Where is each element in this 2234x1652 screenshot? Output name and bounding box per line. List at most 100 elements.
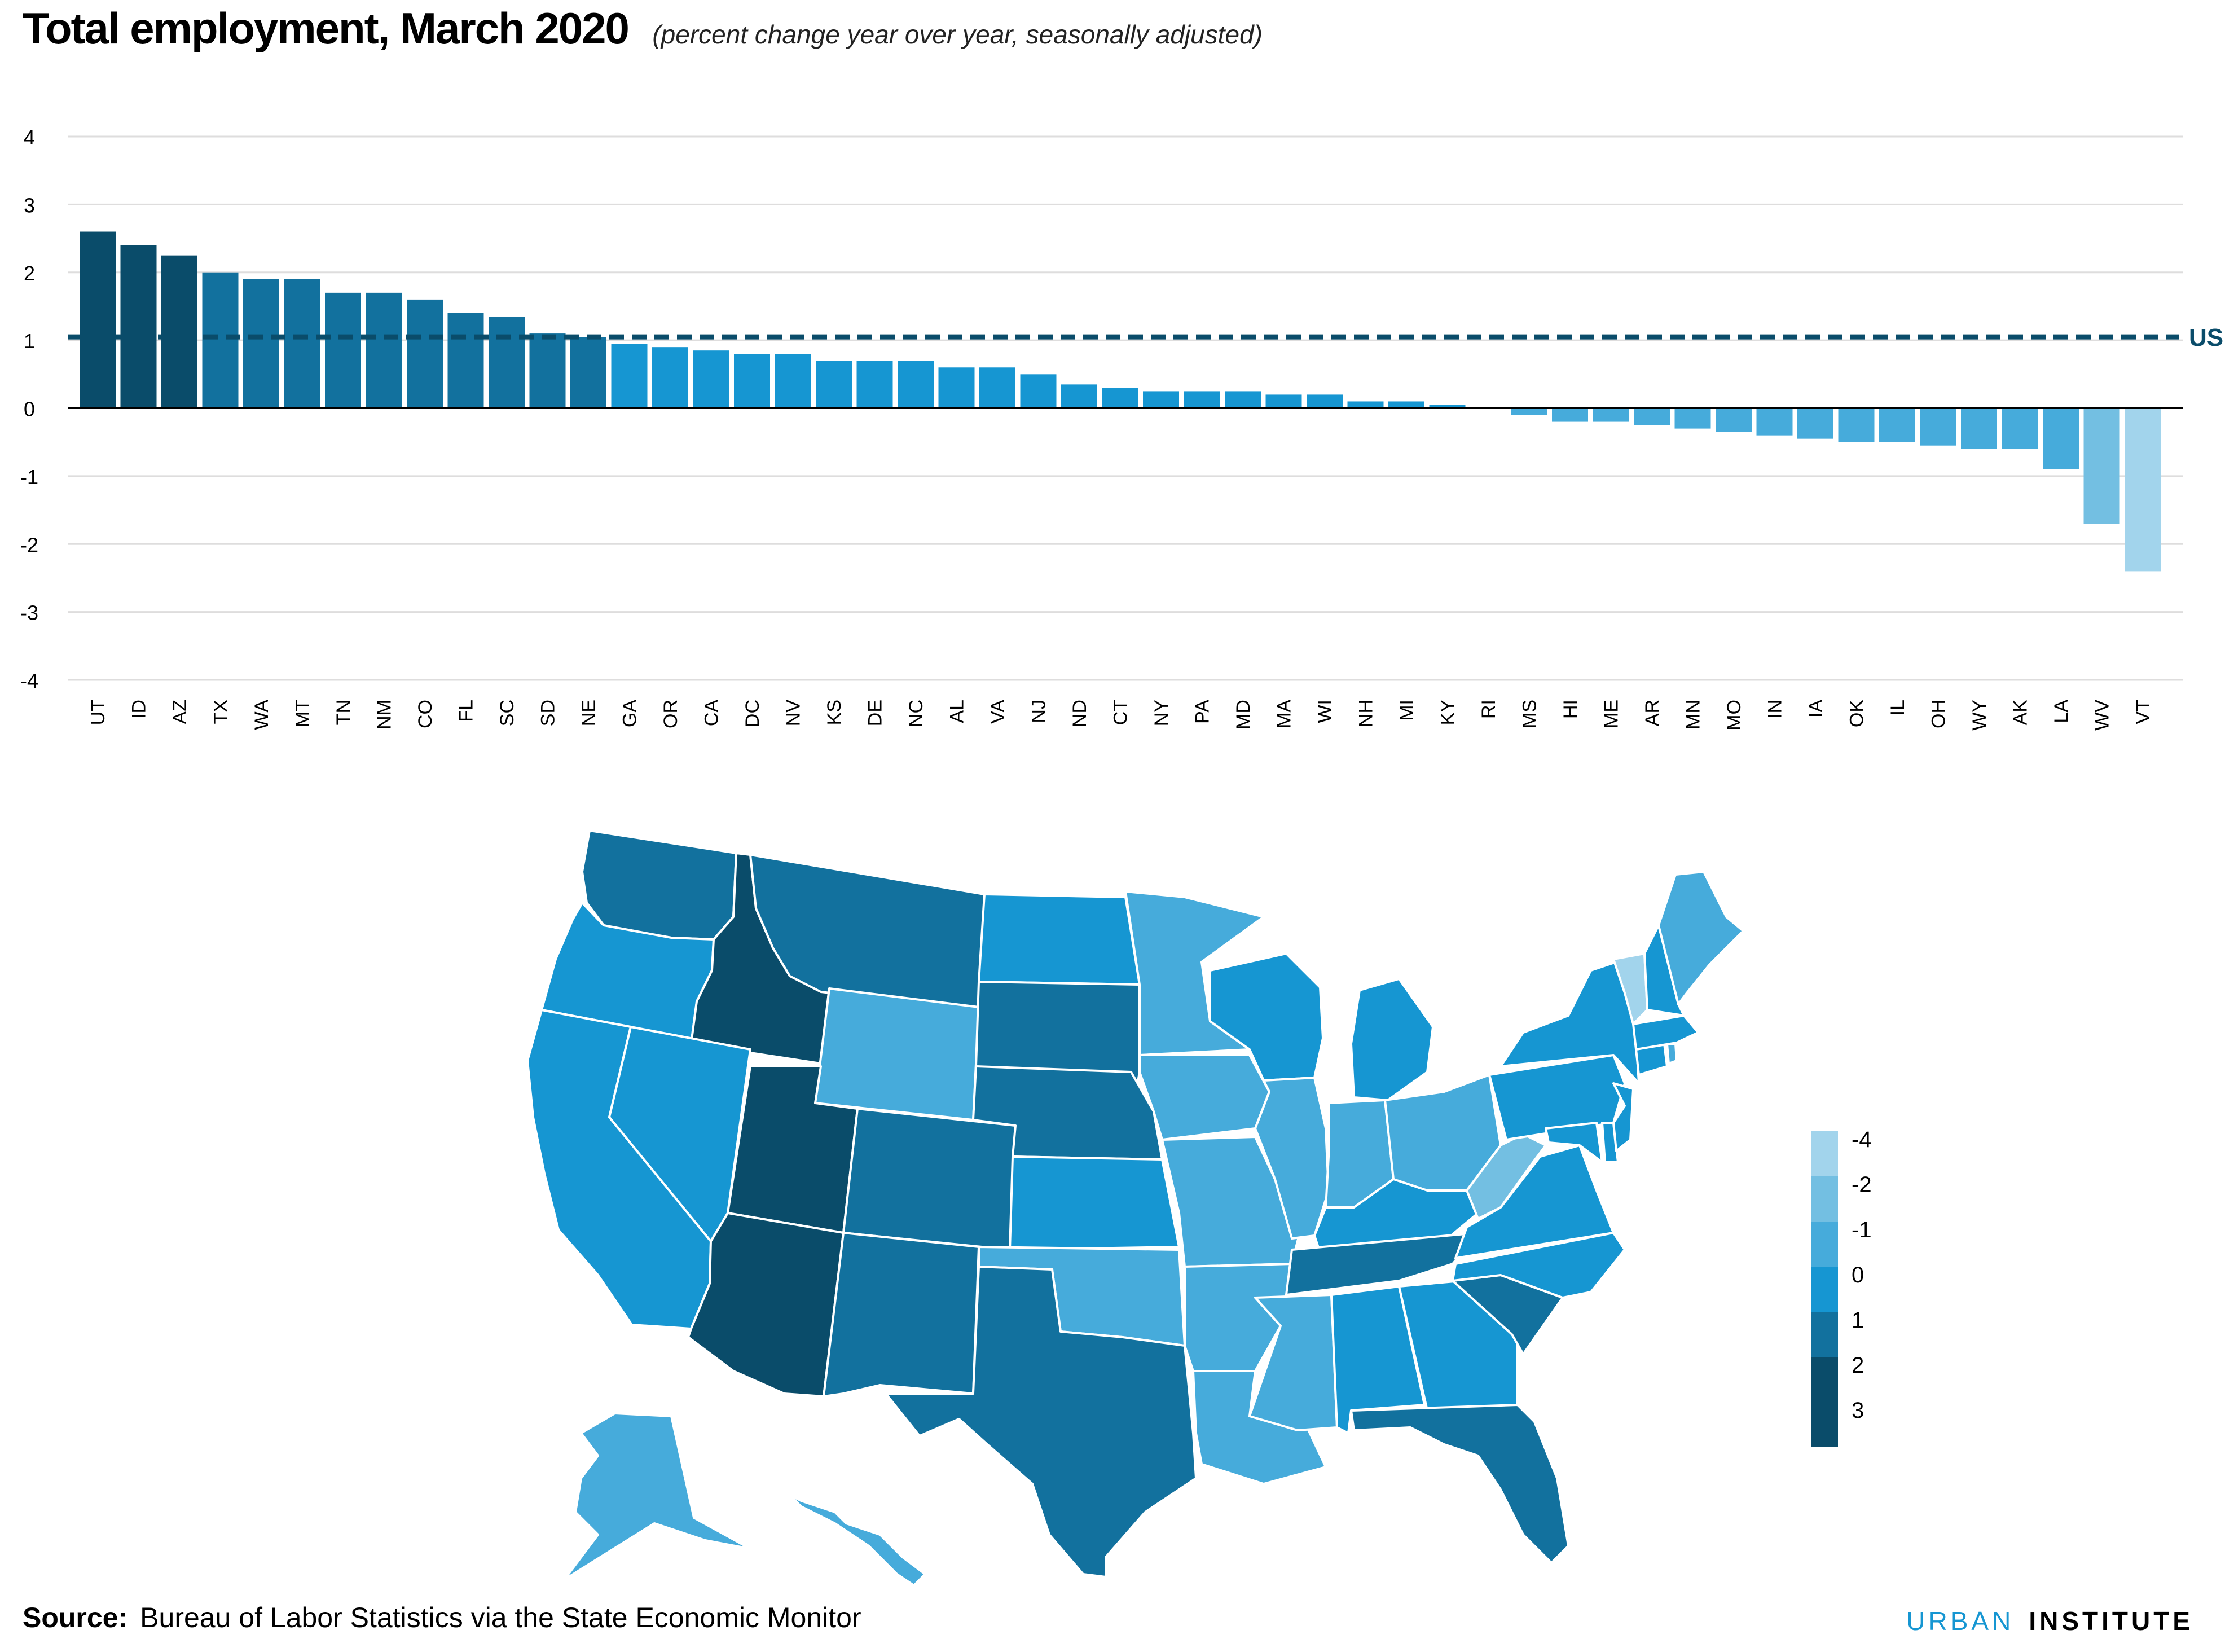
x-tick-label-NY: NY (1151, 700, 1172, 726)
x-tick-label-AR: AR (1642, 700, 1663, 726)
x-tick-label-ME: ME (1601, 700, 1622, 728)
source-text: Bureau of Labor Statistics via the State… (140, 1602, 861, 1633)
legend-swatch (1811, 1357, 1838, 1402)
x-tick-label-NV: NV (783, 700, 804, 727)
x-tick-label-NE: NE (578, 700, 600, 726)
chart-title: Total employment, March 2020 (23, 3, 630, 53)
bar-KS (816, 361, 852, 408)
y-tick-label: 0 (24, 398, 35, 421)
bar-SD (529, 333, 566, 408)
bar-FL (447, 313, 484, 408)
logo-institute: INSTITUTE (2029, 1606, 2193, 1636)
bar-MD (1225, 391, 1261, 408)
bar-PA (1184, 391, 1220, 408)
state-HI (789, 1494, 926, 1587)
x-tick-label-NJ: NJ (1028, 700, 1050, 723)
bar-AL (938, 367, 975, 408)
state-NH (1643, 924, 1685, 1017)
state-TX (885, 1266, 1197, 1578)
x-tick-label-WY: WY (1969, 700, 1990, 731)
state-NJ (1612, 1082, 1634, 1152)
bar-WI (1307, 394, 1343, 408)
legend-swatches: -4 -2 -1 0 1 2 3 (1811, 1127, 1872, 1447)
bar-MA (1265, 394, 1302, 408)
state-FL (1350, 1404, 1569, 1564)
x-tick-label-OH: OH (1928, 700, 1950, 728)
bar-KY (1429, 405, 1466, 408)
x-tick-label-AK: AK (2010, 700, 2031, 726)
bar-OK (1838, 408, 1875, 442)
legend-swatch (1811, 1131, 1838, 1176)
x-tick-label-OR: OR (660, 700, 681, 728)
bar-CT (1102, 388, 1138, 408)
bar-WV (2083, 408, 2120, 524)
bar-UT (80, 231, 116, 408)
x-tick-label-HI: HI (1560, 700, 1581, 719)
state-MA (1632, 1014, 1699, 1051)
x-tick-label-CT: CT (1110, 700, 1132, 725)
x-tick-label-MO: MO (1723, 700, 1745, 731)
y-tick-label: -2 (20, 533, 38, 556)
x-tick-label-IA: IA (1805, 700, 1827, 718)
x-tick-label-MA: MA (1274, 700, 1295, 728)
bar-MI (1388, 401, 1424, 408)
x-tick-label-VA: VA (987, 700, 1009, 724)
legend-swatch (1811, 1267, 1838, 1312)
x-tick-label-MN: MN (1683, 700, 1704, 730)
legend-label: -4 (1852, 1127, 1872, 1152)
legend-swatch (1811, 1222, 1838, 1267)
x-tick-label-OK: OK (1846, 700, 1868, 727)
legend-label: 2 (1852, 1353, 1864, 1378)
y-tick-label: 1 (24, 329, 35, 353)
legend-swatch (1811, 1176, 1838, 1222)
x-tick-label-CA: CA (701, 700, 723, 727)
bar-SC (489, 316, 525, 408)
bar-NV (775, 354, 811, 408)
x-tick-label-LA: LA (2051, 700, 2072, 723)
x-tick-label-RI: RI (1478, 700, 1499, 719)
y-tick-label: -1 (20, 465, 38, 489)
urban-institute-logo: URBAN INSTITUTE (1906, 1606, 2193, 1636)
bar-AR (1634, 408, 1670, 425)
x-tick-label-DC: DC (742, 700, 763, 727)
bar-NE (570, 337, 606, 408)
state-WV (1466, 1133, 1547, 1220)
bar-TX (202, 272, 239, 408)
x-tick-label-GA: GA (619, 700, 641, 727)
bar-MT (284, 279, 320, 408)
legend-swatch (1811, 1402, 1838, 1447)
bar-OR (652, 347, 688, 408)
bar-VA (979, 367, 1015, 408)
us-reference-line: US (68, 324, 2223, 352)
bar-AZ (161, 255, 197, 408)
bar-chart: 4 3 2 1 0 -1 -2 -3 -4 US UT ID AZ TX WA MT TN NM CO FL SC S… (20, 126, 2223, 731)
bar-DC (734, 354, 770, 408)
y-tick-label: -4 (20, 669, 38, 692)
legend-label: -2 (1852, 1172, 1872, 1197)
title-row: Total employment, March 2020 (percent ch… (23, 0, 1263, 56)
source-note: Source: Bureau of Labor Statistics via th… (23, 1601, 861, 1634)
legend-label: 0 (1852, 1263, 1864, 1288)
x-tick-label-ID: ID (129, 700, 150, 719)
state-MI (1350, 978, 1434, 1101)
x-tick-label-VT: VT (2132, 700, 2154, 724)
bar-MN (1674, 408, 1711, 429)
state-TN (1285, 1232, 1479, 1296)
x-tick-label-WV: WV (2092, 700, 2113, 731)
legend-swatch (1811, 1312, 1838, 1357)
state-KS (1009, 1155, 1180, 1251)
legend-label: 1 (1852, 1308, 1864, 1333)
bar-CO (407, 299, 443, 408)
state-PA (1488, 1054, 1626, 1141)
bar-ID (120, 245, 157, 408)
legend-label: -1 (1852, 1218, 1872, 1242)
y-tick-label: 2 (24, 262, 35, 285)
bar-GA (611, 344, 648, 408)
x-tick-label-SD: SD (538, 700, 559, 726)
bar-ND (1061, 384, 1097, 408)
bar-MO (1716, 408, 1752, 432)
x-tick-label-MD: MD (1233, 700, 1254, 730)
source-label: Source: (23, 1602, 128, 1633)
x-tick-label-ND: ND (1069, 700, 1090, 727)
